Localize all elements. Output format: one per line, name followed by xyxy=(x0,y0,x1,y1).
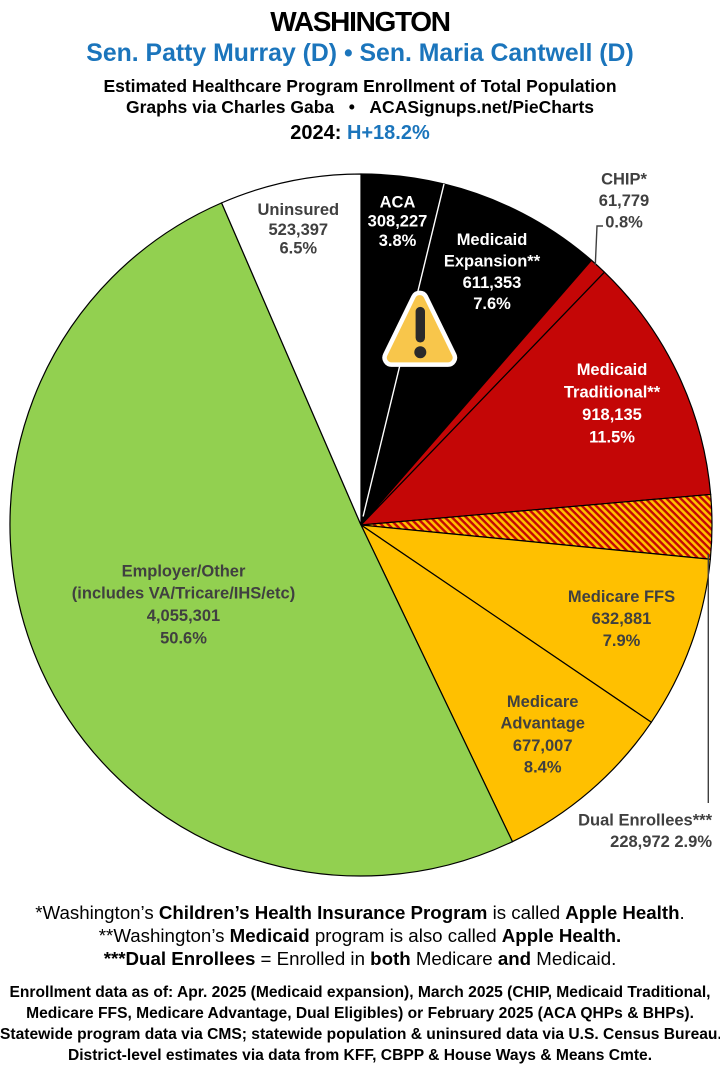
svg-text:6.5%: 6.5% xyxy=(279,240,317,258)
svg-text:677,007: 677,007 xyxy=(513,737,573,755)
svg-text:Medicare: Medicare xyxy=(507,693,579,711)
svg-text:Medicaid: Medicaid xyxy=(577,361,648,379)
svg-text:228,972 2.9%: 228,972 2.9% xyxy=(610,833,712,851)
svg-text:Medicare FFS: Medicare FFS xyxy=(568,588,675,606)
svg-text:Dual Enrollees***: Dual Enrollees*** xyxy=(578,812,712,830)
svg-text:918,135: 918,135 xyxy=(582,406,642,424)
svg-text:CHIP*: CHIP* xyxy=(601,170,647,188)
svg-text:ACA: ACA xyxy=(380,193,416,211)
svg-text:4,055,301: 4,055,301 xyxy=(147,607,220,625)
svg-text:308,227: 308,227 xyxy=(368,213,428,231)
svg-text:Traditional**: Traditional** xyxy=(564,383,661,401)
svg-text:50.6%: 50.6% xyxy=(160,629,207,647)
svg-text:Uninsured: Uninsured xyxy=(258,201,340,219)
svg-text:8.4%: 8.4% xyxy=(524,758,562,776)
svg-text:7.9%: 7.9% xyxy=(603,632,641,650)
svg-text:(includes VA/Tricare/IHS/etc): (includes VA/Tricare/IHS/etc) xyxy=(72,585,295,603)
svg-text:11.5%: 11.5% xyxy=(589,428,635,446)
svg-text:3.8%: 3.8% xyxy=(379,232,417,250)
svg-text:0.8%: 0.8% xyxy=(605,214,643,232)
svg-text:Employer/Other: Employer/Other xyxy=(122,563,246,581)
svg-text:611,353: 611,353 xyxy=(463,274,522,292)
svg-text:632,881: 632,881 xyxy=(592,610,652,628)
svg-text:Expansion**: Expansion** xyxy=(444,253,541,271)
svg-text:7.6%: 7.6% xyxy=(473,295,511,313)
svg-text:Medicaid: Medicaid xyxy=(457,231,528,249)
svg-text:523,397: 523,397 xyxy=(268,221,328,239)
svg-text:Advantage: Advantage xyxy=(501,715,585,733)
svg-text:61,779: 61,779 xyxy=(599,192,649,210)
